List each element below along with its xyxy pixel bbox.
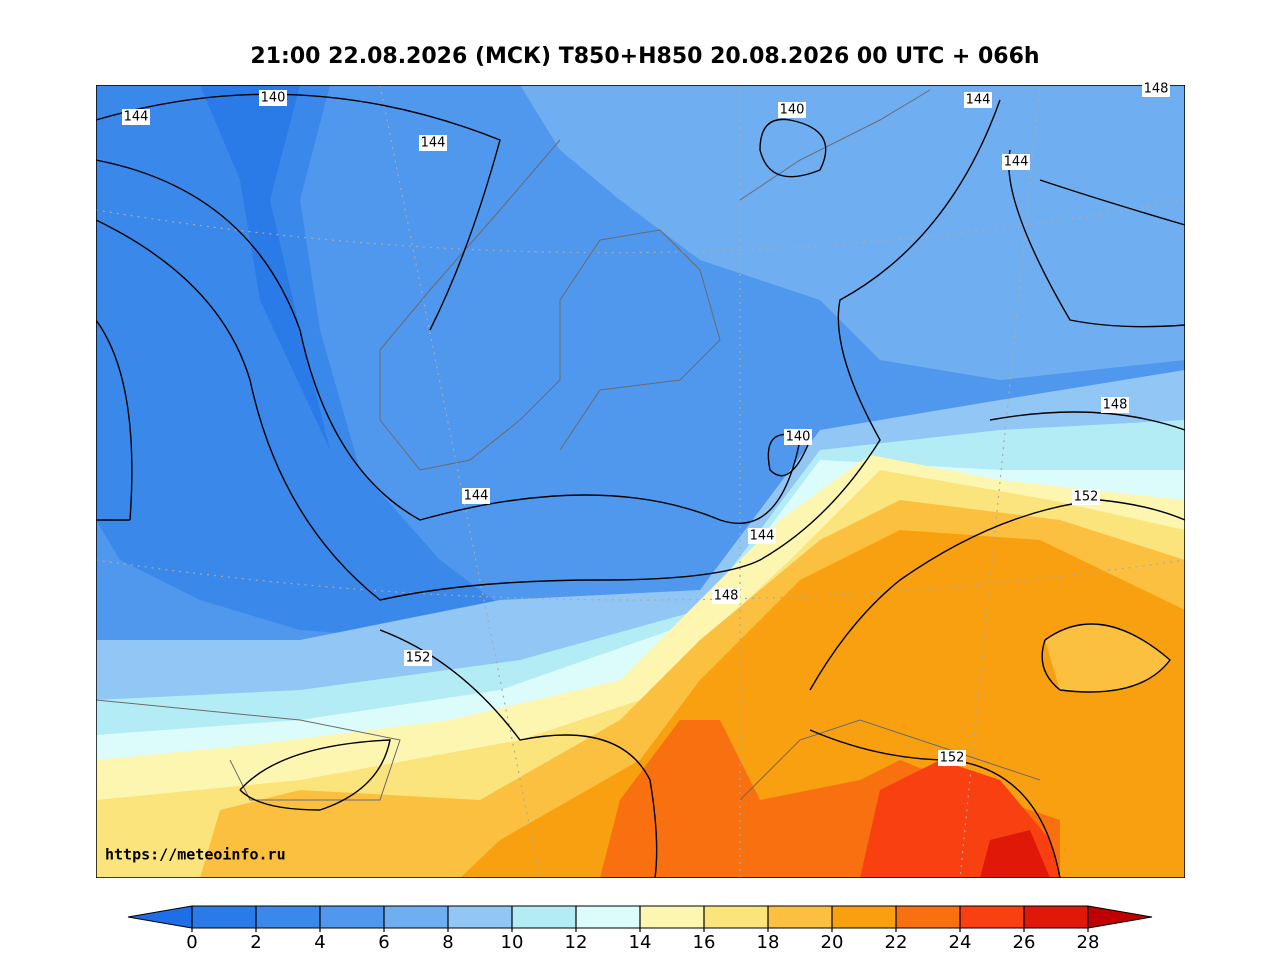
contour-label: 144 <box>966 93 991 108</box>
colorbar-tick-label: 24 <box>949 932 972 953</box>
contour-label-bg <box>784 429 812 445</box>
colorbar-tick-label: 22 <box>885 932 908 953</box>
contour-label: 144 <box>1004 155 1029 170</box>
contour-label-bg <box>404 650 432 666</box>
colorbar-tick-label: 18 <box>757 932 780 953</box>
colorbar-segment <box>831 905 897 929</box>
colorbar-extend-low <box>127 905 193 929</box>
contour-label-bg <box>1101 397 1129 413</box>
contour-label-bg <box>1142 81 1170 97</box>
contours <box>96 93 1185 878</box>
colorbar-tick-label: 8 <box>442 932 453 953</box>
field-band <box>980 830 1050 878</box>
colorbar-tick-label: 12 <box>565 932 588 953</box>
colorbar-tick-label: 0 <box>186 932 197 953</box>
colorbar-segment <box>511 905 577 929</box>
colorbar-tick-label: 10 <box>501 932 524 953</box>
contour-label-bg <box>1002 154 1030 170</box>
contour-label-bg <box>748 528 776 544</box>
contour-label: 144 <box>464 489 489 504</box>
map-title: 21:00 22.08.2026 (МСК) T850+H850 20.08.2… <box>250 44 1039 69</box>
contour-label-bg <box>712 588 740 604</box>
coastlines <box>96 89 1041 801</box>
contour-label-bg <box>964 92 992 108</box>
contour-label: 152 <box>940 751 965 766</box>
contour-label: 140 <box>780 103 805 118</box>
contour-label: 148 <box>1144 82 1169 97</box>
field-band <box>200 85 330 450</box>
colorbar-segment <box>895 905 961 929</box>
contour-label: 144 <box>421 136 446 151</box>
colorbar-segment <box>703 905 769 929</box>
contour-label: 140 <box>786 430 811 445</box>
colorbar-segment <box>1023 905 1089 929</box>
contour-label-bg <box>259 90 287 106</box>
contour-label-bg <box>1072 489 1100 505</box>
colorbar-segment <box>255 905 321 929</box>
colorbar-segment <box>575 905 641 929</box>
contour-label: 144 <box>124 110 149 125</box>
colorbar-tick-label: 2 <box>250 932 261 953</box>
contour-label: 152 <box>406 651 431 666</box>
contour-label-bg <box>122 109 150 125</box>
colorbar-segment <box>383 905 449 929</box>
contour-label-bg <box>778 102 806 118</box>
colorbar-segment <box>639 905 705 929</box>
colorbar-tick-label: 16 <box>693 932 716 953</box>
contour-label: 144 <box>750 529 775 544</box>
colorbar-tick-label: 26 <box>1013 932 1036 953</box>
colorbar-segment <box>191 905 257 929</box>
colorbar: 0 2 4 6 8 10 12 14 16 18 20 22 24 26 28 <box>127 905 1153 953</box>
colorbar-segment <box>447 905 513 929</box>
colorbar-segment <box>767 905 833 929</box>
colorbar-tick-label: 4 <box>314 932 325 953</box>
watermark: https://meteoinfo.ru <box>105 846 286 864</box>
contour-labels: 140 144 144 140 144 148 144 140 148 144 152 144 148 1… <box>122 81 1170 766</box>
colorbar-tick-label: 28 <box>1077 932 1100 953</box>
colorbar-segment <box>319 905 385 929</box>
colorbar-extend-high <box>1087 905 1153 929</box>
colorbar-tick-label: 20 <box>821 932 844 953</box>
colorbar-segment <box>959 905 1025 929</box>
colorbar-tick-label: 6 <box>378 932 389 953</box>
contour-label-bg <box>938 750 966 766</box>
contour-label: 140 <box>261 91 286 106</box>
contour-label-bg <box>462 488 490 504</box>
graticule <box>96 85 1185 878</box>
contour-label-bg <box>419 135 447 151</box>
contour-label: 148 <box>714 589 739 604</box>
colorbar-tick-label: 14 <box>629 932 652 953</box>
field-band <box>1045 624 1170 692</box>
contour-label: 148 <box>1103 398 1128 413</box>
map-field <box>96 85 1185 878</box>
contour-label: 152 <box>1074 490 1099 505</box>
